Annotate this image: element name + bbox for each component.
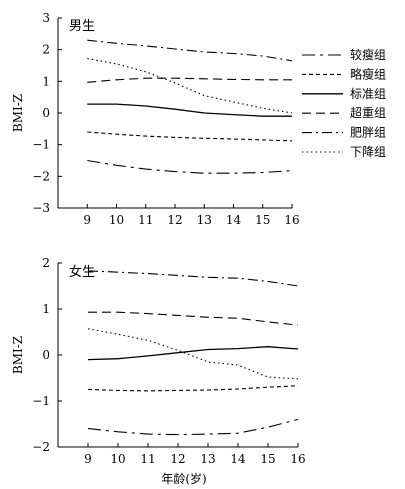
x-tick-label: 14 <box>226 213 242 227</box>
legend-label: 较瘦组 <box>350 47 386 62</box>
legend-label: 肥胖组 <box>350 126 386 140</box>
x-tick-label: 15 <box>260 452 275 466</box>
y-tick-label: 1 <box>42 74 50 88</box>
x-tick-label: 13 <box>197 213 212 227</box>
x-tick-label: 11 <box>138 213 153 227</box>
series-line-1 <box>87 159 293 174</box>
series-line-3 <box>87 346 299 361</box>
legend-label: 超重组 <box>350 105 386 120</box>
series-line-5 <box>87 270 299 287</box>
series-line-1 <box>87 418 299 436</box>
y-tick-label: −1 <box>32 138 50 152</box>
x-tick-label: 12 <box>167 213 182 227</box>
series-line-5 <box>87 39 293 62</box>
x-tick-label: 13 <box>200 452 215 466</box>
series-line-3 <box>87 103 292 117</box>
x-tick-label: 16 <box>284 213 299 227</box>
x-tick-label: 10 <box>109 213 124 227</box>
x-tick-label: 11 <box>140 452 155 466</box>
y-tick-label: 0 <box>42 348 50 362</box>
series-line-2 <box>87 131 293 142</box>
x-tick-label: 10 <box>110 452 125 466</box>
y-tick-label: −1 <box>32 394 50 408</box>
series-line-2 <box>87 385 299 392</box>
y-tick-label: 0 <box>42 106 50 120</box>
series-line-6 <box>87 328 299 380</box>
series-line-4 <box>87 77 292 83</box>
y-tick-label: 2 <box>42 43 50 57</box>
x-tick-label: 9 <box>84 452 92 466</box>
legend-label: 下降组 <box>350 145 386 159</box>
y-tick-label: −2 <box>32 440 50 454</box>
legend-label: 标准组 <box>350 87 386 101</box>
y-axis-label: BMI-Z <box>11 336 25 374</box>
y-tick-label: −2 <box>32 169 50 183</box>
panel-label: 男生 <box>69 19 95 34</box>
series-line-4 <box>88 311 299 326</box>
y-axis-label: BMI-Z <box>11 94 25 132</box>
x-tick-label: 16 <box>290 452 305 466</box>
panel-label: 女生 <box>69 264 95 280</box>
y-tick-label: 1 <box>42 302 50 316</box>
x-tick-label: 12 <box>170 452 185 466</box>
x-tick-label: 15 <box>255 213 270 227</box>
y-tick-label: −3 <box>32 201 50 215</box>
legend-label: 略瘦组 <box>350 66 386 81</box>
x-tick-label: 14 <box>230 452 246 466</box>
x-axis-label: 年龄(岁) <box>161 471 206 486</box>
x-tick-label: 9 <box>83 213 91 227</box>
y-tick-label: 2 <box>42 256 50 270</box>
y-tick-label: 3 <box>42 11 50 25</box>
